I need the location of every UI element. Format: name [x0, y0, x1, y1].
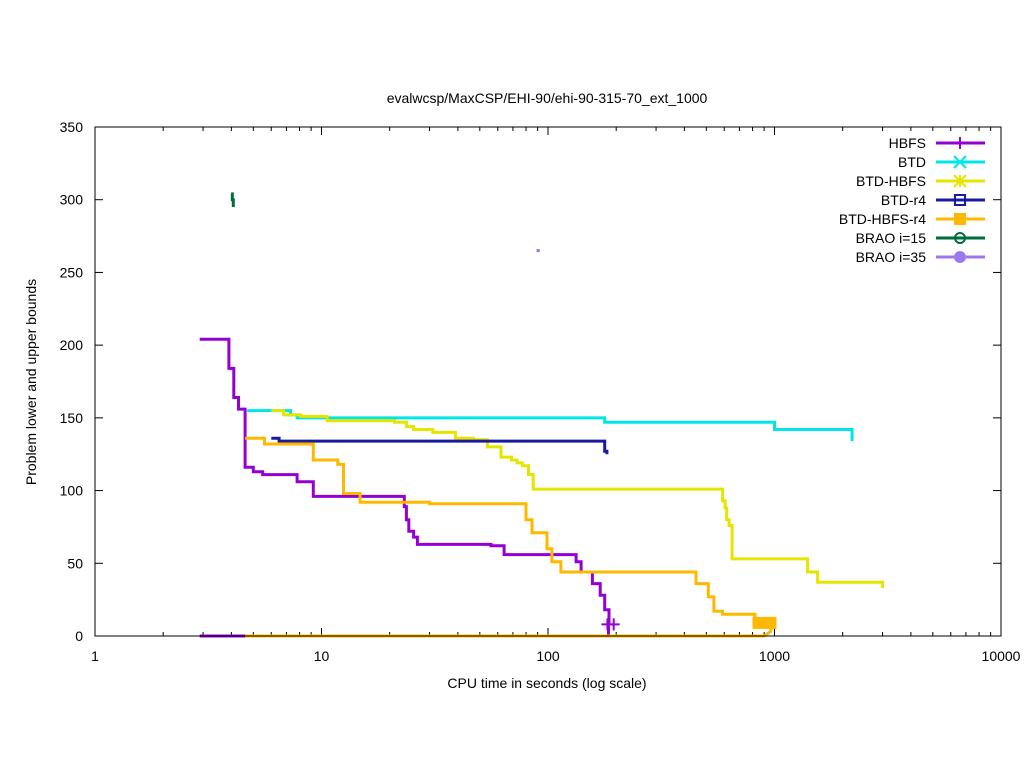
- legend-label: BTD-r4: [881, 192, 926, 208]
- legend-item: BRAO i=35: [856, 249, 985, 265]
- series-lower-bound-line: [245, 623, 774, 638]
- y-tick-label: 0: [75, 628, 83, 644]
- legend: HBFS BTD BTD-HBFS BTD-r4 BTD-HBFS-r4 BRAO i=1…: [839, 135, 985, 265]
- y-tick-label: 50: [67, 555, 83, 571]
- x-tick-label: 1000: [759, 648, 790, 664]
- star-icon: [953, 174, 967, 188]
- filled-square-marker: [954, 213, 966, 225]
- plot-frame: [94, 126, 1002, 637]
- circle-icon: [954, 232, 966, 244]
- legend-item: HBFS: [889, 135, 985, 151]
- legend-item: BTD-HBFS-r4: [839, 211, 985, 227]
- cross-marker: [953, 155, 967, 169]
- legend-item: BTD: [898, 154, 985, 170]
- y-tick-label: 150: [60, 410, 84, 426]
- series-btd-hbfs-r4: [245, 436, 777, 638]
- plus-icon: [954, 137, 966, 149]
- star-marker: [953, 174, 967, 188]
- legend-label: BRAO i=35: [856, 249, 927, 265]
- filled-square-icon: [954, 213, 966, 225]
- legend-label: BRAO i=15: [856, 230, 927, 246]
- filled-square-marker: [752, 616, 765, 629]
- series-btd-r4: [271, 436, 609, 455]
- legend-item: BTD-HBFS: [856, 173, 985, 189]
- filled-square-marker: [764, 616, 777, 629]
- series-upper-bound-line: [230, 192, 235, 207]
- x-tick-label: 10: [314, 648, 330, 664]
- plus-marker: [954, 137, 966, 149]
- filled-square-icon: [752, 616, 765, 629]
- plot-series: [199, 192, 885, 638]
- series-upper-bound-line: [247, 409, 854, 442]
- legend-item: BTD-r4: [881, 192, 985, 208]
- filled-square-icon: [764, 616, 777, 629]
- x-axis-label: CPU time in seconds (log scale): [447, 675, 646, 691]
- filled-circle-icon: [954, 251, 966, 263]
- chart-title: evalwcsp/MaxCSP/EHI-90/ehi-90-315-70_ext…: [387, 90, 708, 106]
- series-upper-bound-line: [271, 436, 609, 455]
- series-btd-hbfs: [271, 409, 885, 588]
- circle-marker: [954, 232, 966, 244]
- series-lower-bound-line: [199, 624, 610, 638]
- square-icon: [954, 194, 966, 206]
- y-tick-label: 250: [60, 264, 84, 280]
- legend-item: BRAO i=15: [856, 230, 985, 246]
- series-upper-bound-line: [245, 436, 757, 625]
- plus-marker: [607, 618, 620, 631]
- y-axis-label: Problem lower and upper bounds: [23, 279, 39, 485]
- axis-ticks: 0 50 100 150 200 250 300 350 1 10 100 1000 10000: [60, 119, 1021, 664]
- series-btd: [247, 409, 854, 442]
- y-tick-label: 100: [60, 483, 84, 499]
- legend-label: BTD-HBFS: [856, 173, 926, 189]
- series-upper-bound-line: [199, 337, 611, 625]
- series-upper-bound-line: [271, 409, 885, 588]
- y-tick-label: 200: [60, 337, 84, 353]
- plus-icon: [607, 618, 620, 631]
- legend-label: BTD: [898, 154, 926, 170]
- x-tick-label: 100: [536, 648, 560, 664]
- x-tick-label: 1: [91, 648, 99, 664]
- y-tick-label: 350: [60, 119, 84, 135]
- legend-label: HBFS: [889, 135, 926, 151]
- legend-label: BTD-HBFS-r4: [839, 211, 926, 227]
- square-marker: [954, 194, 966, 206]
- cross-icon: [953, 155, 967, 169]
- x-tick-label: 10000: [982, 648, 1021, 664]
- y-tick-label: 300: [60, 192, 84, 208]
- series-brao-i-15: [230, 192, 235, 207]
- filled-circle-marker: [954, 251, 966, 263]
